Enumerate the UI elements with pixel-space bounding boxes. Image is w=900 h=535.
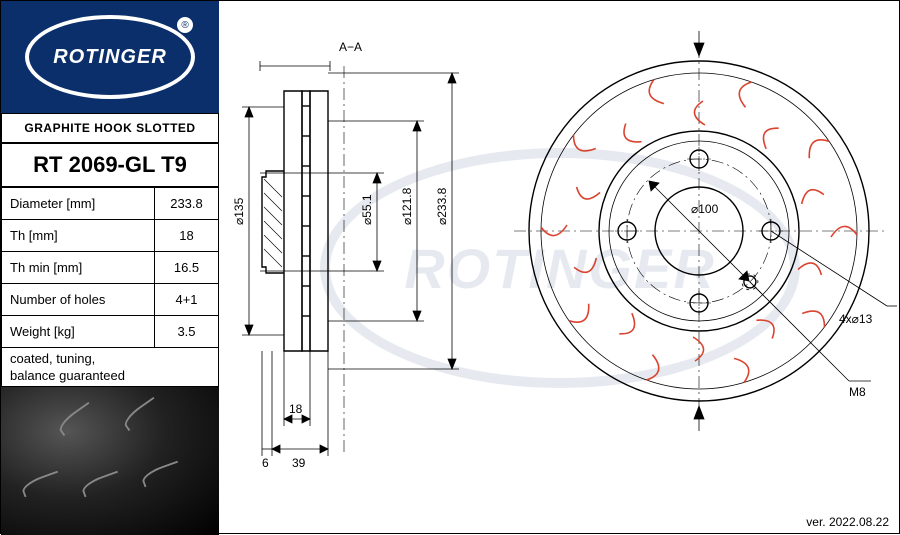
notes-text: coated, tuning, balance guaranteed [10,351,125,383]
table-row: Number of holes4+1 [2,284,219,316]
table-row: Th min [mm]16.5 [2,252,219,284]
dim-w18: 18 [289,402,303,416]
table-row: Diameter [mm]233.8 [2,188,219,220]
version-label: ver. 2022.08.22 [806,515,889,529]
spec-value: 3.5 [155,316,219,348]
face-view: ⌀100 4x⌀13 M8 [509,31,899,461]
dim-w6: 6 [262,456,269,470]
registered-mark: ® [177,17,193,33]
section-view: A−A [224,11,514,511]
spec-panel: ROTINGER ® GRAPHITE HOOK SLOTTED RT 2069… [1,1,219,535]
part-number: RT 2069-GL T9 [1,143,219,187]
section-label: A−A [339,40,362,54]
spec-label: Weight [kg] [2,316,155,348]
spec-value: 233.8 [155,188,219,220]
spec-value: 4+1 [155,284,219,316]
brand-name: ROTINGER [53,46,167,69]
spec-value: 16.5 [155,252,219,284]
spec-label: Th [mm] [2,220,155,252]
dim-thread: M8 [849,385,866,399]
dim-d233: ⌀233.8 [435,187,449,225]
spec-value: 18 [155,220,219,252]
dim-d135: ⌀135 [232,197,246,225]
table-row: Weight [kg]3.5 [2,316,219,348]
dim-pcd: ⌀100 [691,202,719,216]
logo-ring-icon: ROTINGER ® [25,15,195,99]
spec-label: Number of holes [2,284,155,316]
table-row: Th [mm]18 [2,220,219,252]
brand-logo: ROTINGER ® [1,1,219,113]
spec-table: Diameter [mm]233.8 Th [mm]18 Th min [mm]… [1,187,219,348]
spec-label: Diameter [mm] [2,188,155,220]
dim-d55: ⌀55.1 [360,194,374,225]
spec-label: Th min [mm] [2,252,155,284]
technical-drawing: ROTINGER A−A [219,1,900,535]
product-photo [1,387,219,535]
dim-w39: 39 [292,456,306,470]
dim-d121: ⌀121.8 [400,187,414,225]
dim-holes: 4x⌀13 [839,312,873,326]
product-subtitle: GRAPHITE HOOK SLOTTED [1,113,219,143]
spec-notes: coated, tuning, balance guaranteed [1,347,219,387]
